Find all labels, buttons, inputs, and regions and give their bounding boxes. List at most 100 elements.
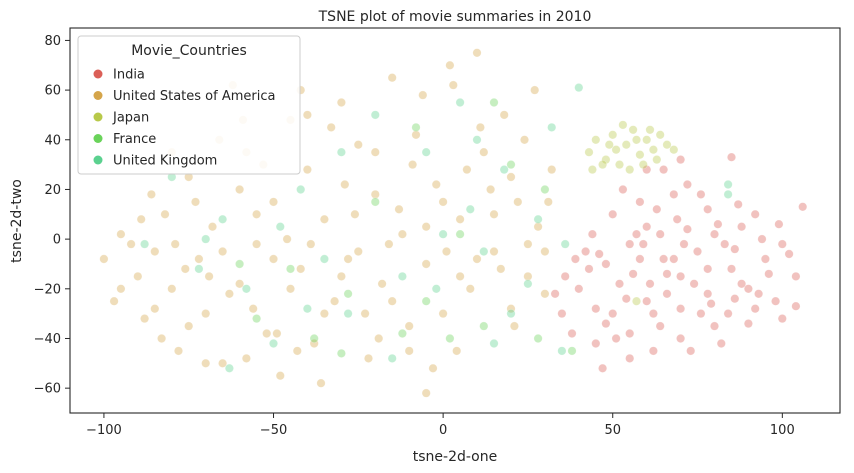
data-point-0-83 bbox=[621, 294, 631, 304]
data-point-2-10 bbox=[625, 165, 635, 175]
x-tick-label-1: −50 bbox=[260, 423, 287, 438]
data-point-0-46 bbox=[757, 234, 767, 244]
data-point-1-27 bbox=[336, 98, 346, 108]
data-point-0-53 bbox=[764, 269, 774, 279]
y-tick-label-1: −40 bbox=[34, 332, 61, 347]
data-point-1-83 bbox=[336, 271, 346, 281]
y-tick-label-3: 0 bbox=[53, 233, 61, 248]
data-point-1-2 bbox=[116, 229, 126, 239]
data-point-1-25 bbox=[319, 214, 329, 224]
data-point-0-58 bbox=[743, 319, 753, 329]
data-point-1-95 bbox=[285, 284, 295, 294]
data-point-3-2 bbox=[336, 348, 346, 358]
data-point-4-19 bbox=[275, 222, 285, 232]
data-point-1-32 bbox=[377, 279, 387, 289]
data-point-0-75 bbox=[706, 299, 716, 309]
data-point-4-29 bbox=[465, 204, 475, 214]
data-point-1-100 bbox=[455, 271, 465, 281]
data-point-1-29 bbox=[353, 140, 363, 150]
data-point-1-38 bbox=[431, 180, 441, 190]
data-point-4-33 bbox=[533, 214, 543, 224]
data-point-3-7 bbox=[479, 321, 489, 331]
data-point-1-42 bbox=[465, 284, 475, 294]
y-tick-label-7: 80 bbox=[44, 34, 61, 49]
legend-marker-3 bbox=[93, 134, 103, 143]
data-point-1-65 bbox=[519, 135, 529, 145]
data-point-1-55 bbox=[180, 264, 190, 274]
x-tick-label-4: 100 bbox=[770, 423, 795, 438]
data-point-0-88 bbox=[672, 214, 682, 224]
data-point-3-17 bbox=[540, 185, 550, 195]
data-point-2-18 bbox=[604, 140, 614, 150]
data-point-0-48 bbox=[635, 254, 645, 264]
data-point-4-10 bbox=[397, 271, 407, 281]
data-point-0-56 bbox=[662, 289, 672, 299]
data-point-4-31 bbox=[302, 304, 312, 314]
data-point-0-84 bbox=[594, 249, 604, 259]
data-point-2-5 bbox=[628, 125, 638, 135]
data-point-1-96 bbox=[319, 309, 329, 319]
data-point-0-4 bbox=[659, 254, 669, 264]
data-point-0-16 bbox=[703, 204, 713, 214]
data-point-1-73 bbox=[394, 204, 404, 214]
data-point-1-107 bbox=[272, 328, 282, 338]
data-point-1-115 bbox=[543, 197, 553, 207]
y-axis: −60 −40 −20 0 20 40 60 80 bbox=[34, 34, 70, 397]
data-point-0-70 bbox=[584, 264, 594, 274]
points-layer bbox=[99, 48, 808, 398]
data-point-2-19 bbox=[652, 155, 662, 165]
data-point-1-84 bbox=[370, 147, 380, 157]
data-point-1-87 bbox=[472, 254, 482, 264]
data-point-1-0 bbox=[99, 254, 109, 264]
data-point-1-11 bbox=[201, 309, 211, 319]
data-point-0-21 bbox=[574, 284, 584, 294]
legend-marker-2 bbox=[93, 112, 103, 122]
data-point-2-7 bbox=[642, 135, 652, 145]
data-point-0-76 bbox=[730, 294, 740, 304]
data-point-0-80 bbox=[686, 346, 696, 356]
data-point-1-45 bbox=[489, 247, 499, 257]
data-point-2-16 bbox=[631, 135, 641, 145]
data-point-2-14 bbox=[662, 140, 672, 150]
data-point-0-44 bbox=[689, 279, 699, 289]
data-point-3-10 bbox=[235, 259, 245, 269]
data-point-4-34 bbox=[560, 239, 570, 249]
data-point-0-82 bbox=[645, 279, 655, 289]
data-point-0-59 bbox=[777, 314, 787, 324]
data-point-1-31 bbox=[370, 189, 380, 199]
data-point-1-90 bbox=[116, 284, 126, 294]
data-point-0-65 bbox=[696, 309, 706, 319]
data-point-0-15 bbox=[737, 222, 747, 232]
data-point-1-36 bbox=[411, 130, 421, 140]
data-point-4-4 bbox=[241, 284, 251, 294]
data-point-1-103 bbox=[136, 214, 146, 224]
data-point-1-105 bbox=[204, 271, 214, 281]
legend-marker-0 bbox=[93, 69, 103, 79]
data-point-0-85 bbox=[611, 333, 621, 343]
data-point-0-73 bbox=[652, 204, 662, 214]
data-point-1-41 bbox=[455, 214, 465, 224]
data-point-1-8 bbox=[174, 346, 184, 356]
data-point-3-3 bbox=[370, 197, 380, 207]
data-point-1-5 bbox=[150, 247, 160, 257]
data-point-1-64 bbox=[486, 185, 496, 195]
data-point-0-69 bbox=[696, 189, 706, 199]
data-point-2-2 bbox=[608, 130, 618, 140]
data-point-1-94 bbox=[252, 209, 262, 219]
data-point-2-21 bbox=[669, 145, 679, 155]
data-point-0-19 bbox=[614, 279, 624, 289]
data-point-4-20 bbox=[336, 147, 346, 157]
data-point-4-26 bbox=[723, 180, 733, 190]
data-point-0-74 bbox=[679, 239, 689, 249]
data-point-1-10 bbox=[194, 254, 204, 264]
data-point-0-22 bbox=[557, 309, 567, 319]
data-point-0-28 bbox=[676, 304, 686, 314]
data-point-4-13 bbox=[455, 98, 465, 108]
data-point-1-114 bbox=[509, 321, 519, 331]
data-point-0-37 bbox=[608, 209, 618, 219]
data-point-1-23 bbox=[302, 165, 312, 175]
data-point-0-9 bbox=[743, 284, 753, 294]
data-point-1-33 bbox=[387, 73, 397, 83]
data-point-0-67 bbox=[750, 209, 760, 219]
data-point-1-118 bbox=[241, 353, 251, 363]
